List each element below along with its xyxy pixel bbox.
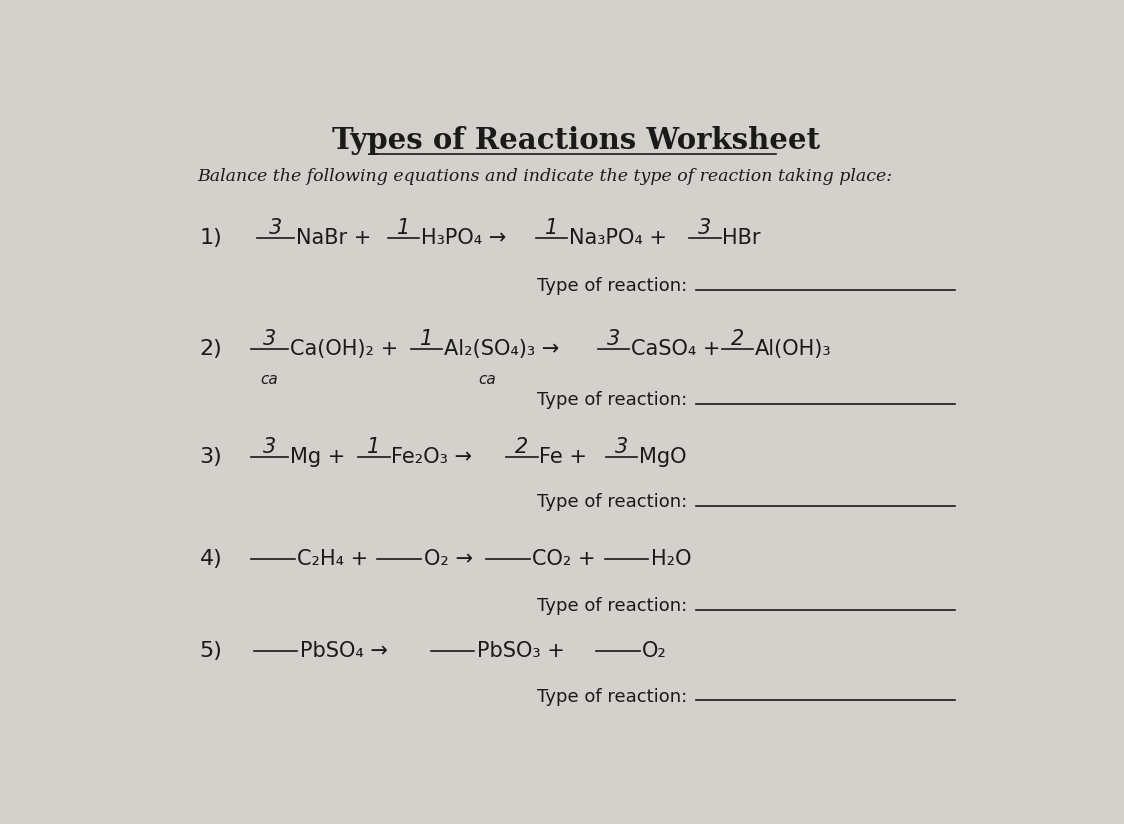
Text: HBr: HBr [723,228,761,249]
Text: 1: 1 [419,330,433,349]
Text: PbSO₃ +: PbSO₃ + [477,641,564,661]
Text: Al₂(SO₄)₃ →: Al₂(SO₄)₃ → [444,339,559,359]
Text: CO₂ +: CO₂ + [533,549,596,569]
Text: C₂H₄ +: C₂H₄ + [297,549,369,569]
Text: Na₃PO₄ +: Na₃PO₄ + [569,228,667,249]
Text: Types of Reactions Worksheet: Types of Reactions Worksheet [332,125,821,155]
Text: 5): 5) [200,641,223,661]
Text: 1: 1 [397,218,410,238]
Text: 2): 2) [200,339,223,359]
Text: 2: 2 [731,330,744,349]
Text: Type of reaction:: Type of reaction: [537,277,687,295]
Text: H₂O: H₂O [651,549,691,569]
Text: 1: 1 [368,438,381,457]
Text: NaBr +: NaBr + [296,228,371,249]
Text: 1): 1) [200,228,223,249]
Text: H₃PO₄ →: H₃PO₄ → [422,228,506,249]
Text: Type of reaction:: Type of reaction: [537,687,687,705]
Text: MgO: MgO [638,447,687,467]
Text: Ca(OH)₂ +: Ca(OH)₂ + [290,339,399,359]
Text: 3): 3) [200,447,223,467]
Text: 4): 4) [200,549,223,569]
Text: 3: 3 [263,438,277,457]
Text: Fe +: Fe + [540,447,588,467]
Text: Mg +: Mg + [290,447,346,467]
Text: 3: 3 [263,330,277,349]
Text: Type of reaction:: Type of reaction: [537,597,687,616]
Text: 2: 2 [516,438,528,457]
Text: ca: ca [261,372,279,387]
Text: O₂: O₂ [642,641,668,661]
Text: PbSO₄ →: PbSO₄ → [300,641,388,661]
Text: Type of reaction:: Type of reaction: [537,493,687,511]
Text: Al(OH)₃: Al(OH)₃ [754,339,832,359]
Text: 3: 3 [615,438,628,457]
Text: ca: ca [479,372,496,387]
Text: 3: 3 [607,330,620,349]
Text: O₂ →: O₂ → [424,549,472,569]
Text: CaSO₄ +: CaSO₄ + [631,339,720,359]
Text: 3: 3 [698,218,711,238]
Text: Fe₂O₃ →: Fe₂O₃ → [391,447,472,467]
Text: Type of reaction:: Type of reaction: [537,391,687,410]
Text: 3: 3 [269,218,282,238]
Text: Balance the following equations and indicate the type of reaction taking place:: Balance the following equations and indi… [197,168,892,185]
Text: 1: 1 [545,218,559,238]
